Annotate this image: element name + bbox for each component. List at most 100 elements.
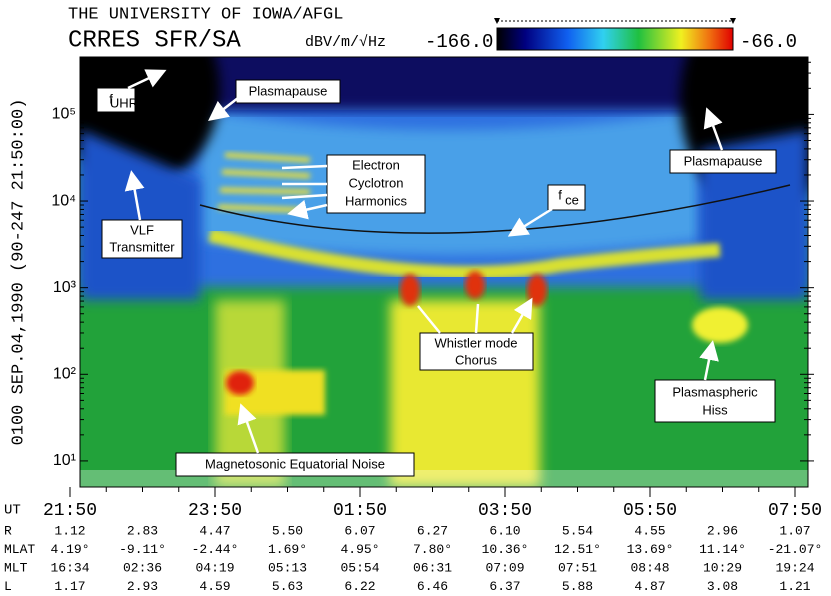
annotation: f <box>558 187 562 202</box>
row-value: 6.22 <box>344 579 375 594</box>
annotation: Hiss <box>702 402 728 417</box>
arrow <box>417 302 530 334</box>
row-value: 4.55 <box>634 523 665 538</box>
plot-frame <box>79 56 809 488</box>
annotation-box <box>547 184 586 211</box>
row-value: 6.46 <box>417 579 448 594</box>
annotation: Plasmapause <box>249 83 328 98</box>
annotation: Transmitter <box>109 239 175 254</box>
row-value: 6.27 <box>417 523 448 538</box>
annotation: Cyclotron <box>349 175 404 190</box>
instrument: CRRES SFR/SA <box>68 27 241 54</box>
annotation: VLF <box>130 222 154 237</box>
row-label: MLAT <box>4 542 35 557</box>
row-value: 12.51° <box>554 542 601 557</box>
row-value: 19:24 <box>775 560 814 575</box>
row-value: 3.08 <box>707 579 738 594</box>
row-value: 6.10 <box>489 523 520 538</box>
annotation-box <box>101 219 183 259</box>
annotation-box <box>669 149 777 174</box>
annotation-box <box>96 87 136 113</box>
row-label: MLT <box>4 560 28 575</box>
row-value: 4.19° <box>50 542 89 557</box>
row-value: 2.93 <box>127 579 158 594</box>
row-value: 4.87 <box>634 579 665 594</box>
x-axis-label: UT <box>4 503 21 519</box>
annotation: Plasmapause <box>684 153 763 168</box>
arrow <box>208 97 239 122</box>
row-value: -21.07° <box>768 542 823 557</box>
annotation: Harmonics <box>345 193 408 208</box>
arrow <box>124 170 145 221</box>
row-value: 13.69° <box>627 542 674 557</box>
x-tick-label: 21:50 <box>43 501 97 521</box>
colorbar-min: -166.0 <box>425 31 493 53</box>
row-value: 05:13 <box>268 560 307 575</box>
row-label: L <box>4 579 12 594</box>
row-value: 08:48 <box>630 560 669 575</box>
annotation: f <box>109 91 113 106</box>
x-tick-label: 07:50 <box>768 501 822 521</box>
y-tick-label: 10³ <box>53 279 77 296</box>
row-value: -2.44° <box>192 542 239 557</box>
row-value: 07:51 <box>558 560 597 575</box>
annotation: Plasmaspheric <box>672 384 758 399</box>
arrow <box>703 107 724 151</box>
row-value: 05:54 <box>340 560 379 575</box>
row-value: 2.96 <box>707 523 738 538</box>
row-value: 4.95° <box>340 542 379 557</box>
row-value: 16:34 <box>50 560 89 575</box>
colorbar <box>496 27 734 51</box>
row-value: 4.59 <box>199 579 230 594</box>
row-value: 5.50 <box>272 523 303 538</box>
annotation-sub: ce <box>565 192 579 207</box>
row-value: 5.88 <box>562 579 593 594</box>
header-line: THE UNIVERSITY OF IOWA/AFGL <box>68 5 343 24</box>
y-tick-label: 10¹ <box>53 452 76 469</box>
arrow <box>282 164 328 213</box>
row-value: 6.07 <box>344 523 375 538</box>
x-tick-label: 03:50 <box>478 501 532 521</box>
x-tick-label: 01:50 <box>333 501 387 521</box>
row-value: 10.36° <box>482 542 529 557</box>
x-tick-label: 05:50 <box>623 501 677 521</box>
row-value: 2.83 <box>127 523 158 538</box>
units: dBV/m/√Hz <box>305 33 386 51</box>
annotation: Whistler mode <box>434 335 517 350</box>
y-tick-label: 10⁴ <box>51 192 76 209</box>
arrow <box>507 207 553 237</box>
annotation: Chorus <box>455 352 497 367</box>
annotation-box <box>654 379 776 423</box>
row-value: 7.80° <box>413 542 452 557</box>
row-value: 1.07 <box>779 523 810 538</box>
row-value: 1.21 <box>779 579 810 594</box>
row-value: 5.63 <box>272 579 303 594</box>
y-tick-label: 10⁵ <box>52 106 76 123</box>
row-value: 1.17 <box>54 579 85 594</box>
annotation-sub: UHR <box>110 95 138 110</box>
row-value: -9.11° <box>119 542 166 557</box>
row-label: R <box>4 523 12 538</box>
y-tick-label: 10² <box>53 366 77 383</box>
arrow <box>127 69 167 90</box>
annotations: f UHR Plasmapause Electron Cyclotron Har… <box>96 69 777 477</box>
row-value: 4.47 <box>199 523 230 538</box>
row-value: 07:09 <box>485 560 524 575</box>
arrow <box>237 403 260 454</box>
row-value: 1.69° <box>268 542 307 557</box>
row-value: 1.12 <box>54 523 85 538</box>
arrow <box>699 340 719 381</box>
annotation-box <box>235 79 341 104</box>
row-value: 6.37 <box>489 579 520 594</box>
row-value: 5.54 <box>562 523 593 538</box>
row-value: 06:31 <box>413 560 452 575</box>
row-value: 10:29 <box>703 560 742 575</box>
annotation: Magnetosonic Equatorial Noise <box>205 456 385 471</box>
row-value: 02:36 <box>123 560 162 575</box>
annotation: Electron <box>352 157 400 172</box>
row-value: 11.14° <box>699 542 746 557</box>
colorbar-max: -66.0 <box>740 31 797 53</box>
annotation-box <box>175 452 415 477</box>
y-axis-label: 0100 SEP.04,1990 (90-247 21:50:00) <box>9 99 28 446</box>
